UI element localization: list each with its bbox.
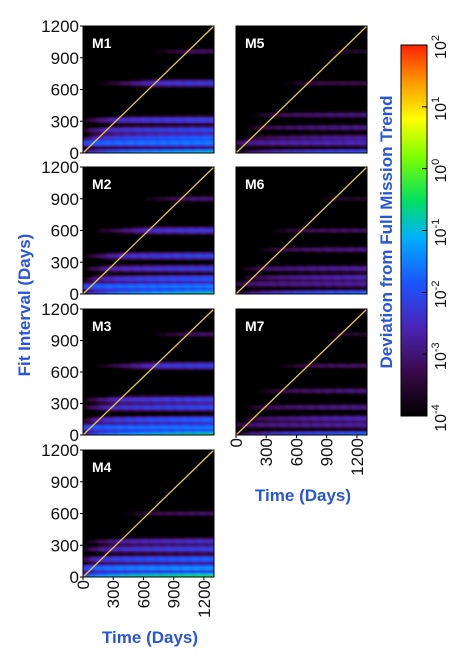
x-tick-label: 600: [134, 580, 153, 608]
x-tick-label: 1200: [195, 580, 214, 618]
y-tick-label: 600: [51, 81, 79, 100]
colorbar-tick-label: 101: [430, 97, 450, 121]
y-tick-label: 1200: [41, 158, 79, 177]
y-tick-label: 900: [51, 473, 79, 492]
y-tick-label: 900: [51, 332, 79, 351]
y-tick-label: 0: [70, 426, 79, 445]
panel-m7: M7: [235, 308, 368, 436]
y-tick-label: 300: [51, 536, 79, 555]
y-tick-label: 1200: [41, 17, 79, 36]
colorbar-tick-label: 10-2: [430, 281, 450, 309]
x-tick-label: 0: [74, 580, 93, 589]
axis-ticks: 0300600900120003006009001200030060090012…: [41, 17, 367, 618]
x-tick-label: 300: [257, 438, 276, 466]
panel-label: M3: [92, 318, 112, 334]
heatmap-panels: M1 M2 M3 M4 M5 M6 M7: [82, 25, 368, 578]
y-tick-label: 0: [70, 285, 79, 304]
colorbar-tick-label: 10-4: [430, 404, 450, 432]
panel-label: M2: [92, 176, 112, 192]
y-tick-label: 0: [70, 144, 79, 163]
y-tick-label: 900: [51, 190, 79, 209]
panel-m6: M6: [235, 166, 368, 295]
x-axis-title-right: Time (Days): [255, 486, 351, 505]
x-tick-label: 0: [227, 438, 246, 447]
colorbar-tick-label: 10-3: [430, 342, 450, 370]
y-tick-label: 0: [70, 568, 79, 587]
x-tick-label: 300: [104, 580, 123, 608]
panel-m1: M1: [82, 25, 215, 154]
panel-m2: M2: [82, 166, 215, 295]
y-tick-label: 600: [51, 505, 79, 524]
panel-frame: [235, 25, 368, 154]
panel-m3: M3: [82, 308, 215, 436]
y-tick-label: 300: [51, 253, 79, 272]
panel-m5: M5: [235, 25, 368, 154]
y-tick-label: 300: [51, 112, 79, 131]
panel-label: M4: [92, 459, 112, 475]
colorbar-tick-label: 10-1: [430, 219, 450, 247]
y-tick-label: 1200: [41, 300, 79, 319]
diagonal-line: [82, 449, 215, 578]
y-tick-label: 600: [51, 363, 79, 382]
diagonal-line: [82, 25, 215, 154]
x-tick-label: 900: [318, 438, 337, 466]
panel-m4: M4: [82, 449, 215, 578]
y-tick-label: 1200: [41, 441, 79, 460]
panel-label: M1: [92, 35, 112, 51]
x-tick-label: 900: [165, 580, 184, 608]
panel-label: M6: [245, 176, 265, 192]
colorbar-title: Deviation from Full Mission Trend: [377, 96, 396, 369]
y-axis-title: Fit Interval (Days): [15, 234, 34, 377]
colorbar-tick-label: 102: [430, 35, 450, 59]
diagonal-line: [82, 308, 215, 436]
colorbar-ticks: 102 101 100 10-1 10-2 10-3 10-4: [422, 35, 450, 432]
panel-frame: [235, 308, 368, 436]
diagonal-line: [235, 166, 368, 295]
diagonal-line: [82, 166, 215, 295]
panel-label: M7: [245, 318, 265, 334]
panel-label: M5: [245, 35, 265, 51]
x-axis-title-left: Time (Days): [102, 628, 198, 647]
diagonal-line: [235, 308, 368, 436]
diagonal-line: [235, 25, 368, 154]
y-tick-label: 900: [51, 49, 79, 68]
x-tick-label: 600: [287, 438, 306, 466]
x-tick-label: 1200: [348, 438, 367, 476]
y-tick-label: 300: [51, 395, 79, 414]
colorbar-tick-label: 100: [430, 159, 450, 183]
panel-frame: [235, 166, 368, 295]
y-tick-label: 600: [51, 222, 79, 241]
